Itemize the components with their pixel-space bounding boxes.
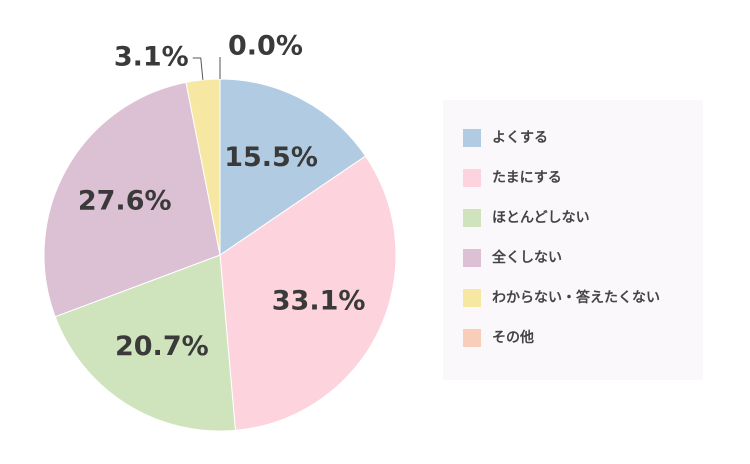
value-label: 33.1% — [272, 285, 366, 316]
pie-slice — [219, 78, 367, 256]
value-label: 15.5% — [224, 142, 318, 173]
value-label: 0.0% — [228, 31, 303, 62]
legend-swatch — [463, 209, 481, 227]
legend-swatch — [463, 249, 481, 267]
legend-label: その他 — [492, 329, 534, 346]
value-label: 20.7% — [115, 331, 209, 362]
legend-swatch — [463, 289, 481, 307]
legend-box — [443, 100, 703, 380]
legend-label: 全くしない — [491, 249, 562, 266]
pie-slice — [54, 254, 237, 432]
leader-line — [192, 57, 204, 80]
legend-swatch — [463, 169, 481, 187]
pie-slice — [43, 81, 221, 318]
legend-label: わからない・答えたくない — [492, 289, 660, 306]
legend-label: よくする — [492, 130, 548, 146]
legend-swatch — [463, 329, 481, 347]
legend-swatch — [463, 129, 481, 147]
value-label: 27.6% — [78, 185, 172, 216]
legend-label: ほとんどしない — [492, 210, 590, 226]
pie-slice — [219, 155, 397, 431]
value-label: 3.1% — [114, 41, 189, 72]
legend-label: たまにする — [492, 170, 562, 186]
